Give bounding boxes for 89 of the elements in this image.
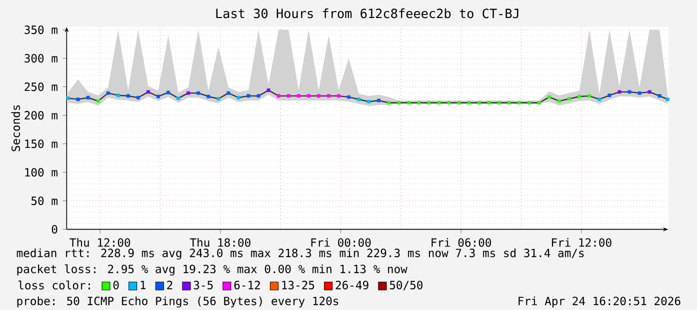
point: [196, 91, 200, 95]
legend-label: 1: [140, 280, 146, 290]
point: [136, 96, 140, 100]
point: [326, 94, 330, 98]
point: [236, 96, 240, 100]
point: [666, 98, 670, 102]
point: [387, 101, 391, 104]
y-tick-label: 0: [52, 225, 58, 234]
point: [296, 94, 300, 98]
text: packet loss: 2.95 % avg 19.23 % max 0.00 % min 1.13 % now: [17, 264, 408, 276]
point: [578, 94, 582, 98]
legend-label: 0: [113, 280, 119, 290]
point: [588, 94, 592, 98]
x-tick-label: Thu 12:00: [70, 238, 130, 247]
point: [548, 95, 552, 99]
point: [66, 96, 70, 100]
y-axis-title: Seconds: [11, 105, 20, 152]
point: [166, 90, 170, 94]
point: [226, 91, 230, 95]
point: [558, 99, 562, 103]
legend-label: 26-49: [336, 280, 368, 290]
text: probe: 50 ICMP Echo Pings (56 Bytes) every 120s: [17, 296, 338, 308]
point: [457, 101, 461, 104]
x-tick-label: Fri 12:00: [552, 238, 612, 247]
point: [266, 88, 270, 92]
point: [96, 99, 100, 103]
point: [106, 91, 110, 95]
point: [276, 94, 280, 98]
point: [628, 90, 632, 94]
chart-title: Last 30 Hours from 612c8feeec2b to CT-BJ: [216, 8, 518, 18]
point: [648, 90, 652, 94]
point: [367, 100, 371, 104]
y-tick-label: 200 m: [24, 111, 58, 120]
text: Fri Apr 24 16:20:51 2026: [518, 296, 680, 308]
point: [176, 96, 180, 100]
point: [608, 94, 612, 98]
point: [538, 101, 541, 104]
point: [427, 101, 431, 104]
point: [397, 101, 401, 104]
x-tick-label: Fri 00:00: [311, 238, 371, 247]
point: [517, 101, 521, 104]
y-tick-label: 250 m: [24, 82, 58, 92]
point: [487, 101, 491, 104]
point: [246, 94, 250, 98]
point: [638, 91, 642, 95]
legend-label: 50/50: [390, 280, 422, 290]
point: [477, 101, 481, 104]
legend-label: 13-25: [282, 280, 314, 290]
x-tick-label: Thu 18:00: [190, 238, 250, 247]
point: [497, 101, 501, 104]
legend-label: 2: [167, 280, 172, 290]
point: [437, 101, 441, 104]
point: [306, 94, 310, 98]
point: [76, 98, 80, 102]
point: [407, 101, 411, 104]
point: [347, 95, 350, 99]
legend-label: 6-12: [234, 280, 260, 290]
point: [377, 98, 381, 102]
point: [156, 94, 160, 98]
point: [256, 94, 260, 98]
point: [336, 94, 340, 98]
point: [126, 94, 130, 98]
legend-label: 3-5: [194, 280, 213, 290]
point: [658, 94, 662, 98]
point: [447, 101, 451, 104]
point: [527, 101, 531, 104]
text: median rtt: 228.9 ms avg 243.0 ms max 218.3 ms min 229.3 ms now 7.3 ms sd 31.4 am/s: [16, 248, 584, 260]
y-tick-label: 100 m: [25, 168, 58, 177]
point: [598, 98, 602, 102]
point: [186, 91, 190, 95]
point: [467, 101, 471, 104]
point: [146, 90, 150, 94]
point: [507, 101, 511, 104]
y-tick-label: 350 m: [24, 26, 58, 34]
y-tick-label: 150 m: [25, 140, 58, 148]
y-tick-label: 50 m: [31, 196, 58, 206]
point: [357, 98, 361, 102]
point: [568, 97, 572, 101]
y-tick-label: 300 m: [24, 54, 58, 63]
legend-title: loss color:: [18, 280, 90, 290]
point: [216, 97, 220, 101]
point: [417, 101, 421, 104]
point: [116, 94, 120, 98]
point: [206, 94, 210, 98]
x-tick-label: Fri 06:00: [432, 238, 492, 247]
point: [286, 94, 290, 98]
point: [618, 90, 622, 94]
point: [316, 94, 320, 98]
point: [86, 96, 90, 100]
